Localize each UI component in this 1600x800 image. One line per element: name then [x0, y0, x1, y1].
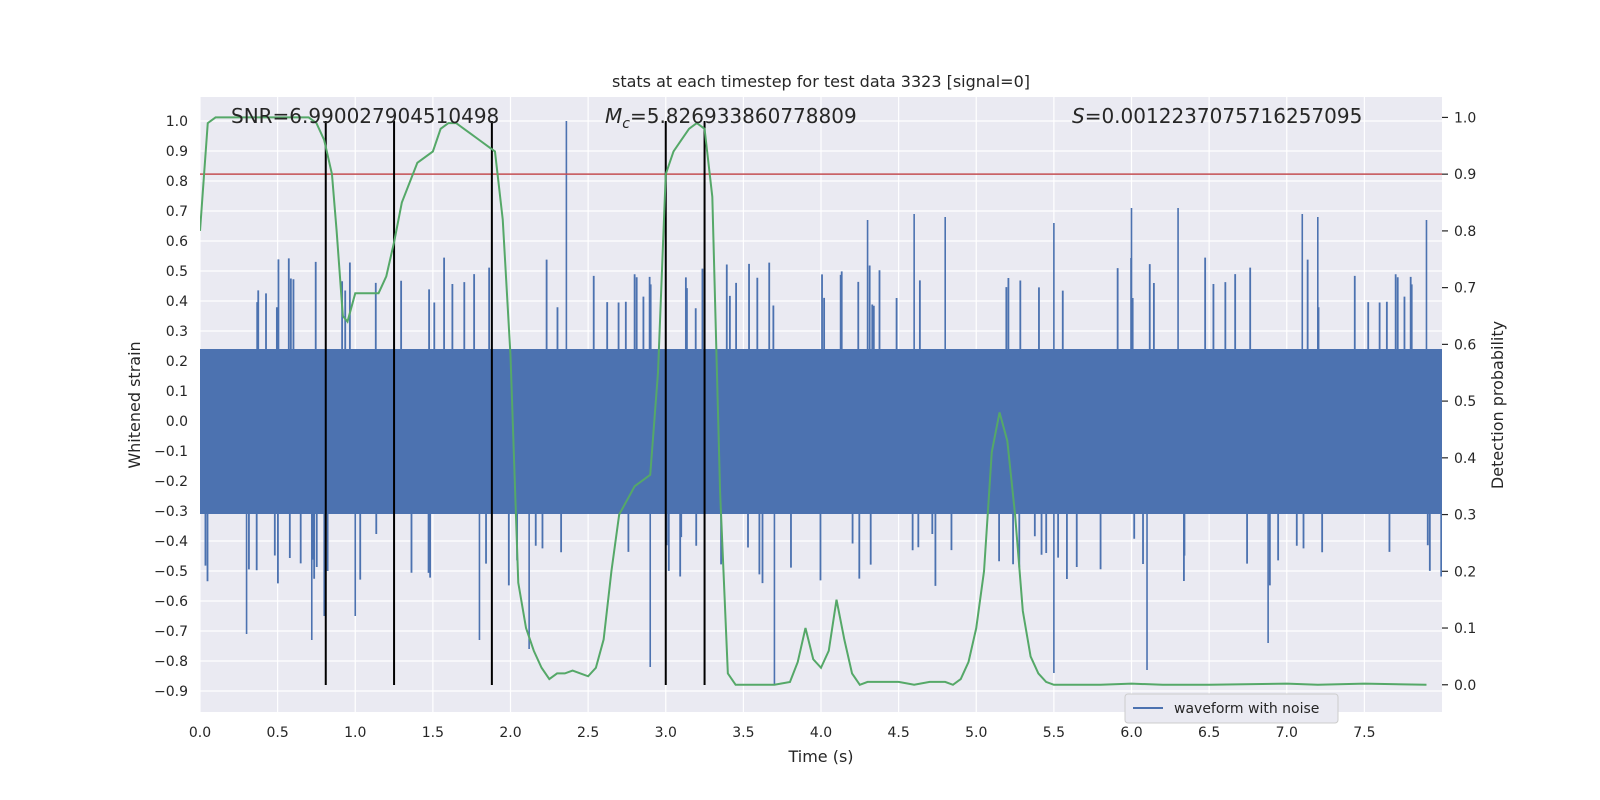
left-tick-label: 0.8: [166, 174, 188, 190]
x-tick-label: 6.5: [1198, 725, 1220, 741]
x-axis-label: Time (s): [787, 747, 853, 766]
x-tick-label: 4.5: [887, 725, 909, 741]
x-tick-label: 7.5: [1353, 725, 1375, 741]
snr-annotation: SNR=6.990027904510498: [231, 104, 499, 128]
right-tick-label: 0.0: [1454, 678, 1476, 694]
vertical-markers: [324, 121, 706, 685]
x-tick-label: 0.5: [266, 725, 288, 741]
x-tick-label: 5.5: [1043, 725, 1065, 741]
right-tick-label: 0.1: [1454, 621, 1476, 637]
right-tick-label: 0.9: [1454, 167, 1476, 183]
left-tick-label: 0.0: [166, 414, 188, 430]
left-tick-label: −0.7: [154, 624, 188, 640]
right-tick-label: 0.8: [1454, 224, 1476, 240]
right-axis-ticks: 1.0 0.9 0.8 0.7 0.6 0.5 0.4 0.3 0.2 0.1 0.0: [1442, 110, 1476, 694]
legend: waveform with noise: [1124, 693, 1339, 724]
chirp-mass-subscript: c: [622, 116, 630, 132]
left-tick-label: 0.4: [166, 294, 188, 310]
probability-series: [200, 116, 1427, 686]
right-tick-label: 0.3: [1454, 508, 1476, 524]
left-tick-label: −0.2: [154, 474, 188, 490]
plot-area: [200, 116, 1442, 686]
x-tick-label: 3.0: [655, 725, 677, 741]
right-axis-label: Detection probability: [1488, 321, 1507, 489]
left-tick-label: 0.6: [166, 234, 188, 250]
right-tick-label: 0.5: [1454, 394, 1476, 410]
x-tick-label: 2.5: [577, 725, 599, 741]
legend-label: waveform with noise: [1174, 701, 1319, 717]
x-tick-label: 2.0: [499, 725, 521, 741]
x-axis-ticks: 0.0 0.5 1.0 1.5 2.0 2.5 3.0 3.5 4.0 4.5 5.0 5.5 6.0 6…: [189, 725, 1376, 741]
x-tick-label: 3.5: [732, 725, 754, 741]
left-tick-label: 0.7: [166, 204, 188, 220]
s-symbol: S: [1072, 104, 1085, 128]
waveform-series: [200, 121, 1442, 685]
x-tick-label: 1.5: [422, 725, 444, 741]
right-tick-label: 0.6: [1454, 337, 1476, 353]
x-tick-label: 6.0: [1120, 725, 1142, 741]
x-tick-label: 5.0: [965, 725, 987, 741]
left-tick-label: 0.5: [166, 264, 188, 280]
left-tick-label: 1.0: [166, 114, 188, 130]
left-axis-ticks: 1.0 0.9 0.8 0.7 0.6 0.5 0.4 0.3 0.2 0.1 0.0 −0.1 −0.…: [154, 114, 188, 700]
right-tick-label: 0.2: [1454, 564, 1476, 580]
left-tick-label: 0.3: [166, 324, 188, 340]
s-annotation: S=0.0012237075716257095: [1072, 104, 1362, 128]
left-tick-label: −0.3: [154, 504, 188, 520]
left-tick-label: −0.6: [154, 594, 188, 610]
right-tick-label: 0.4: [1454, 451, 1476, 467]
right-tick-label: 0.7: [1454, 281, 1476, 297]
x-tick-label: 0.0: [189, 725, 211, 741]
x-tick-label: 4.0: [810, 725, 832, 741]
waveform-band: [200, 349, 1442, 514]
left-tick-label: −0.9: [154, 684, 188, 700]
s-value: =0.0012237075716257095: [1085, 104, 1363, 128]
left-tick-label: −0.1: [154, 444, 188, 460]
x-tick-label: 1.0: [344, 725, 366, 741]
left-tick-label: 0.9: [166, 144, 188, 160]
chirp-mass-annotation: Mc=5.826933860778809: [605, 104, 857, 132]
x-tick-label: 7.0: [1276, 725, 1298, 741]
left-tick-label: −0.8: [154, 654, 188, 670]
legend-box: [1124, 693, 1339, 724]
left-tick-label: −0.4: [154, 534, 188, 550]
left-tick-label: 0.1: [166, 384, 188, 400]
chirp-mass-value: =5.826933860778809: [630, 104, 857, 128]
probability-line: [200, 116, 1427, 686]
chirp-mass-symbol: M: [605, 104, 622, 128]
left-tick-label: 0.2: [166, 354, 188, 370]
left-tick-label: −0.5: [154, 564, 188, 580]
left-axis-label: Whitened strain: [125, 341, 144, 468]
chart-title: stats at each timestep for test data 332…: [612, 72, 1030, 91]
right-tick-label: 1.0: [1454, 110, 1476, 126]
